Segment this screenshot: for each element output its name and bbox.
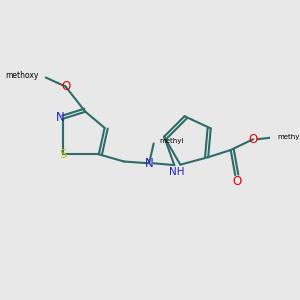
- Text: NH: NH: [169, 167, 184, 177]
- Text: methyl: methyl: [278, 134, 300, 140]
- Text: O: O: [232, 175, 242, 188]
- Text: O: O: [61, 80, 70, 93]
- Text: O: O: [249, 133, 258, 146]
- Text: N: N: [145, 157, 154, 170]
- Text: methoxy: methoxy: [5, 71, 39, 80]
- Text: methyl: methyl: [159, 138, 183, 144]
- Text: N: N: [56, 111, 65, 124]
- Text: S: S: [59, 148, 67, 161]
